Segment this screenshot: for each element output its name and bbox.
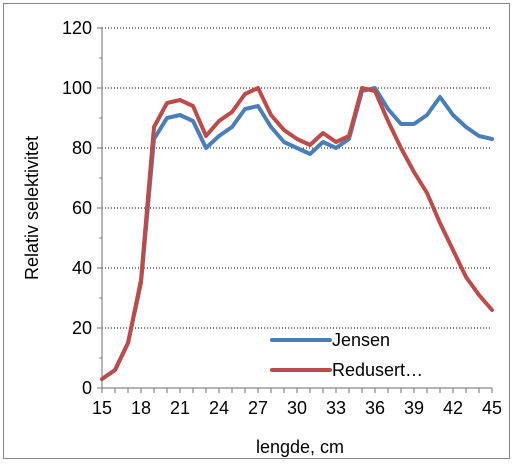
y-tick-labels: 0 20 40 60 80 100 120 xyxy=(62,18,92,398)
x-tick-label: 15 xyxy=(92,398,112,418)
x-tick-labels: 15 18 21 24 27 30 33 36 39 42 45 xyxy=(92,398,502,418)
legend-label-1: Jensen xyxy=(332,330,390,350)
y-tick-label: 40 xyxy=(72,258,92,278)
x-axis-label: lengde, cm xyxy=(256,437,344,457)
y-tick-label: 0 xyxy=(82,378,92,398)
x-tick-label: 36 xyxy=(365,398,385,418)
x-tick-label: 39 xyxy=(404,398,424,418)
chart-frame xyxy=(3,3,510,459)
series-lines xyxy=(100,86,494,381)
x-tick-label: 45 xyxy=(482,398,502,418)
y-tick-label: 100 xyxy=(62,78,92,98)
y-tick-label: 60 xyxy=(72,198,92,218)
gridlines xyxy=(102,27,492,329)
axes xyxy=(97,27,493,393)
legend-label-2: Redusert… xyxy=(332,360,423,380)
x-tick-label: 21 xyxy=(170,398,190,418)
x-tick-label: 27 xyxy=(248,398,268,418)
y-tick-label: 20 xyxy=(72,318,92,338)
x-tick-label: 33 xyxy=(326,398,346,418)
y-axis-label: Relativ selektivitet xyxy=(22,136,42,280)
legend: Jensen Redusert… xyxy=(270,330,423,380)
series-line-2 xyxy=(100,86,494,381)
y-tick-label: 120 xyxy=(62,18,92,38)
x-tick-label: 18 xyxy=(131,398,151,418)
x-tick-label: 24 xyxy=(209,398,229,418)
y-tick-label: 80 xyxy=(72,138,92,158)
series-line-1 xyxy=(100,86,494,381)
x-tick-label: 30 xyxy=(287,398,307,418)
x-tick-label: 42 xyxy=(443,398,463,418)
